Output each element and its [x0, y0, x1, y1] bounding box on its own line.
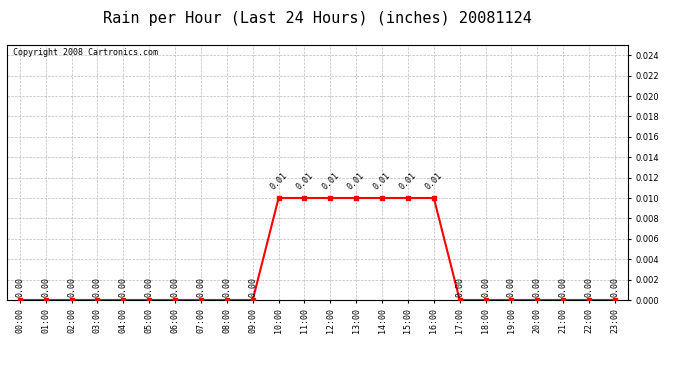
Text: 0.00: 0.00	[15, 277, 24, 297]
Text: 0.00: 0.00	[584, 277, 593, 297]
Text: 0.01: 0.01	[372, 171, 393, 191]
Text: 0.00: 0.00	[248, 277, 257, 297]
Text: 0.01: 0.01	[397, 171, 418, 191]
Text: 0.00: 0.00	[611, 277, 620, 297]
Text: Copyright 2008 Cartronics.com: Copyright 2008 Cartronics.com	[13, 48, 158, 57]
Text: 0.00: 0.00	[533, 277, 542, 297]
Text: 0.00: 0.00	[170, 277, 179, 297]
Text: 0.01: 0.01	[424, 171, 444, 191]
Text: 0.00: 0.00	[481, 277, 490, 297]
Text: 0.00: 0.00	[197, 277, 206, 297]
Text: 0.00: 0.00	[67, 277, 76, 297]
Text: 0.00: 0.00	[507, 277, 516, 297]
Text: 0.01: 0.01	[268, 171, 289, 191]
Text: 0.00: 0.00	[145, 277, 154, 297]
Text: 0.00: 0.00	[41, 277, 50, 297]
Text: Rain per Hour (Last 24 Hours) (inches) 20081124: Rain per Hour (Last 24 Hours) (inches) 2…	[103, 11, 532, 26]
Text: 0.00: 0.00	[93, 277, 102, 297]
Text: 0.01: 0.01	[294, 171, 315, 191]
Text: 0.00: 0.00	[222, 277, 231, 297]
Text: 0.01: 0.01	[346, 171, 366, 191]
Text: 0.00: 0.00	[119, 277, 128, 297]
Text: 0.00: 0.00	[455, 277, 464, 297]
Text: 0.01: 0.01	[320, 171, 341, 191]
Text: 0.00: 0.00	[559, 277, 568, 297]
